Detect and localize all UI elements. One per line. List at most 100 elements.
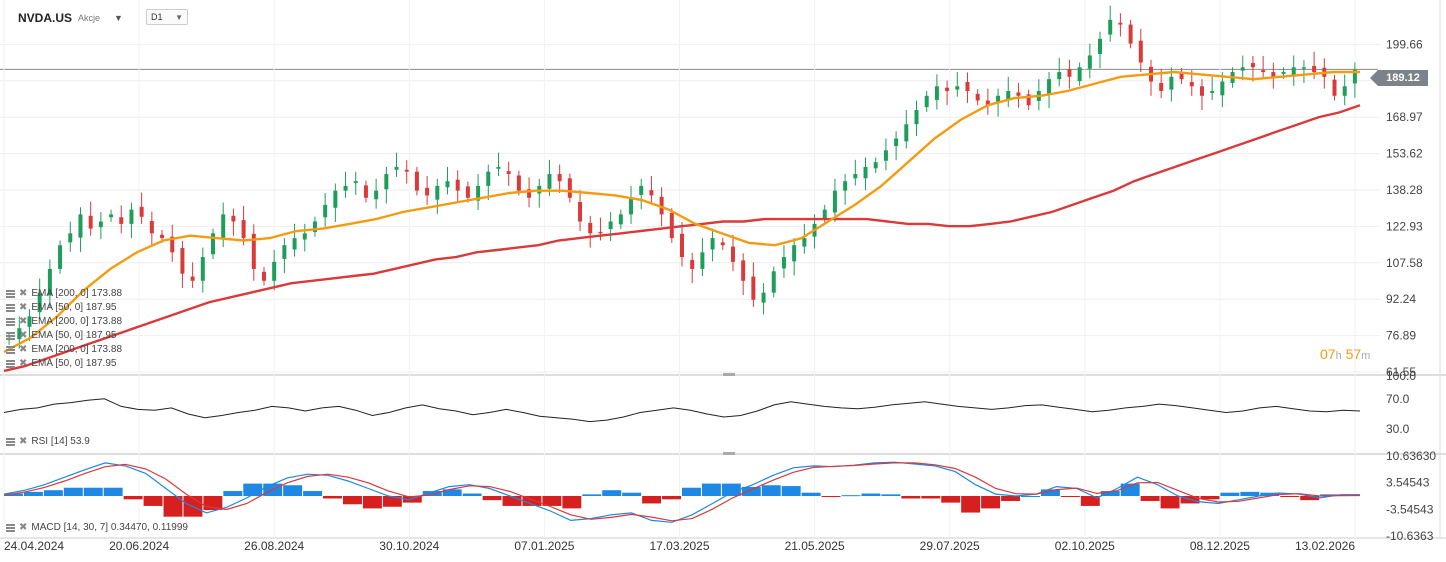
macd-histogram-bar <box>881 494 901 496</box>
x-tick-label: 20.06.2024 <box>109 539 169 553</box>
candle-body <box>557 174 562 182</box>
indicator-rsi-row[interactable]: ✖ RSI [14] 53.9 <box>6 436 90 447</box>
close-icon[interactable]: ✖ <box>19 316 28 327</box>
macd-histogram-bar <box>1120 483 1140 496</box>
macd-histogram-bar <box>821 496 841 497</box>
candle-body <box>802 238 807 247</box>
candle-body <box>109 214 114 218</box>
y-tick-label: 61.55 <box>1386 365 1416 379</box>
macd-histogram-bar <box>662 496 681 500</box>
candle-body <box>527 189 532 198</box>
candle-body <box>435 185 440 200</box>
indicator-macd-row[interactable]: ✖ MACD [14, 30, 7] 0.34470, 0.11999 <box>6 522 188 533</box>
candle-body <box>690 259 695 269</box>
menu-icon[interactable] <box>6 523 15 532</box>
close-icon[interactable]: ✖ <box>19 344 28 355</box>
menu-icon[interactable] <box>6 437 15 446</box>
indicator-ema50-row-3[interactable]: ✖ EMA [50, 0] 187.95 <box>6 358 116 369</box>
candle-body <box>98 221 103 228</box>
macd-histogram-bar <box>402 496 422 503</box>
x-tick-label: 17.03.2025 <box>649 539 709 553</box>
y-tick-label: 199.66 <box>1386 37 1423 51</box>
indicator-ema50-label-3: EMA [50, 0] 187.95 <box>31 358 117 369</box>
x-tick-label: 07.01.2025 <box>514 539 574 553</box>
candle-body <box>639 185 644 195</box>
macd-histogram-bar <box>343 496 362 505</box>
candle-body <box>261 271 266 281</box>
macd-signal-line <box>3 462 1361 522</box>
macd-histogram-bar <box>941 496 961 503</box>
close-icon[interactable]: ✖ <box>19 436 28 447</box>
macd-histogram-bar <box>283 485 303 496</box>
rsi-tick-label: 70.0 <box>1386 392 1410 406</box>
y-tick-label: 92.24 <box>1386 292 1416 306</box>
candle-body <box>476 185 481 201</box>
chevron-down-icon: ▼ <box>175 12 183 22</box>
candle-body <box>781 257 786 269</box>
candle-body <box>506 171 511 175</box>
candle-body <box>384 174 389 190</box>
candle-body <box>1250 63 1255 68</box>
candle-body <box>1047 79 1052 94</box>
timeframe-select[interactable]: D1 ▼ <box>146 9 188 25</box>
indicator-ema50-row-2[interactable]: ✖ EMA [50, 0] 187.95 <box>6 330 116 341</box>
candle-body <box>883 150 888 161</box>
macd-histogram-bar <box>123 496 143 500</box>
close-icon[interactable]: ✖ <box>19 522 28 533</box>
menu-icon[interactable] <box>6 345 15 354</box>
menu-icon[interactable] <box>6 359 15 368</box>
candle-body <box>1077 67 1082 82</box>
timeframe-value: D1 <box>151 12 163 22</box>
indicator-ema50-row[interactable]: ✖ EMA [50, 0] 187.95 <box>6 302 116 313</box>
indicator-ema200-row-3[interactable]: ✖ EMA [200, 0] 173.88 <box>6 344 122 355</box>
candle-body <box>965 82 970 92</box>
macd-histogram-bar <box>442 489 462 496</box>
timer-m-unit: m <box>1361 350 1371 362</box>
close-icon[interactable]: ✖ <box>19 358 28 369</box>
macd-histogram-bar <box>642 496 662 504</box>
candle-body <box>1108 19 1113 35</box>
close-icon[interactable]: ✖ <box>19 330 28 341</box>
indicator-ema200-row-2[interactable]: ✖ EMA [200, 0] 173.88 <box>6 316 122 327</box>
close-icon[interactable]: ✖ <box>19 288 28 299</box>
candle-body <box>996 95 1001 103</box>
macd-histogram-bar <box>422 491 442 496</box>
menu-icon[interactable] <box>6 331 15 340</box>
candle-body <box>945 87 950 92</box>
indicator-ema50-label: EMA [50, 0] 187.95 <box>31 302 117 313</box>
macd-histogram-bar <box>462 493 482 496</box>
indicator-ema200-row[interactable]: ✖ EMA [200, 0] 173.88 <box>6 288 122 299</box>
macd-tick-label: -10.6363 <box>1386 529 1434 543</box>
macd-histogram-bar <box>323 496 342 499</box>
candle-body <box>598 231 603 234</box>
macd-histogram-bar <box>1001 496 1020 501</box>
candle-body <box>353 181 358 184</box>
candle-body <box>404 169 409 172</box>
macd-histogram-bar <box>901 496 921 499</box>
candle-body <box>272 261 277 281</box>
x-tick-label: 21.05.2025 <box>785 539 845 553</box>
candle-body <box>292 238 297 250</box>
ema50-line <box>3 70 1360 354</box>
candle-body <box>251 233 256 269</box>
symbol-header[interactable]: NVDA.US Akcje ▼ <box>18 8 123 28</box>
candle-body <box>149 221 154 234</box>
candle-body <box>710 238 715 250</box>
macd-histogram-bar <box>163 496 183 517</box>
candle-body <box>1159 82 1164 92</box>
candle-body <box>934 86 939 101</box>
y-tick-label: 107.58 <box>1386 256 1423 270</box>
menu-icon[interactable] <box>6 303 15 312</box>
candle-body <box>88 215 93 229</box>
candle-body <box>1332 79 1337 96</box>
menu-icon[interactable] <box>6 289 15 298</box>
candle-body <box>282 245 287 259</box>
macd-histogram-bar <box>1021 496 1040 497</box>
candle-body <box>200 257 205 281</box>
menu-icon[interactable] <box>6 317 15 326</box>
macd-histogram-bar <box>981 496 1001 509</box>
candle-body <box>985 100 990 106</box>
close-icon[interactable]: ✖ <box>19 302 28 313</box>
symbol-dropdown-icon[interactable]: ▼ <box>114 13 123 23</box>
